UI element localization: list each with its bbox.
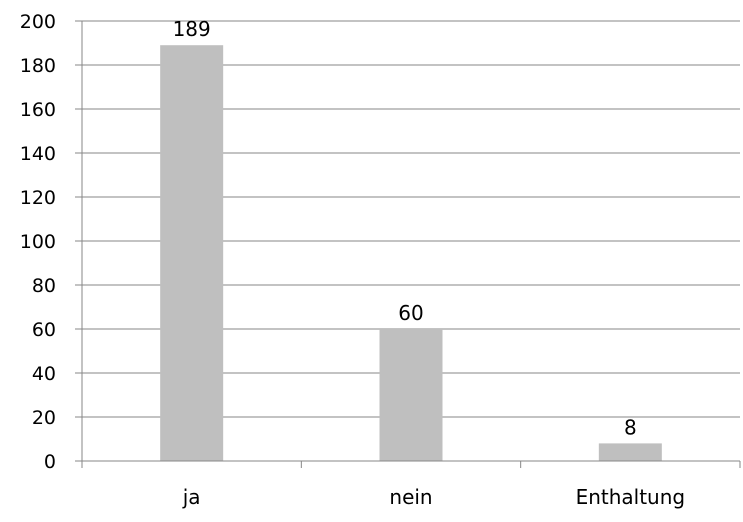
y-tick-label: 140 <box>20 143 56 165</box>
y-tick-label: 200 <box>20 11 56 33</box>
y-tick-label: 60 <box>32 319 56 341</box>
bar-enthaltung <box>598 443 662 461</box>
data-label: 189 <box>173 17 211 41</box>
x-tick-label: ja <box>182 485 201 509</box>
y-tick-label: 80 <box>32 275 56 297</box>
bars <box>160 45 662 461</box>
data-label: 60 <box>398 301 423 325</box>
data-label: 8 <box>624 415 637 439</box>
bar-nein <box>379 329 443 461</box>
y-tick-label: 20 <box>32 407 56 429</box>
y-tick-label: 40 <box>32 363 56 385</box>
y-tick-label: 0 <box>44 451 56 473</box>
x-tick-label: nein <box>389 485 432 509</box>
y-tick-label: 100 <box>20 231 56 253</box>
y-tick-label: 160 <box>20 99 56 121</box>
axes <box>75 20 741 468</box>
x-tick-label: Enthaltung <box>576 485 686 509</box>
labels: 0 20 40 60 80 100 120 140 160 180 200 189 60 8 ja nein E… <box>20 11 685 509</box>
y-tick-label: 180 <box>20 55 56 77</box>
bar-ja <box>160 45 224 461</box>
y-tick-label: 120 <box>20 187 56 209</box>
